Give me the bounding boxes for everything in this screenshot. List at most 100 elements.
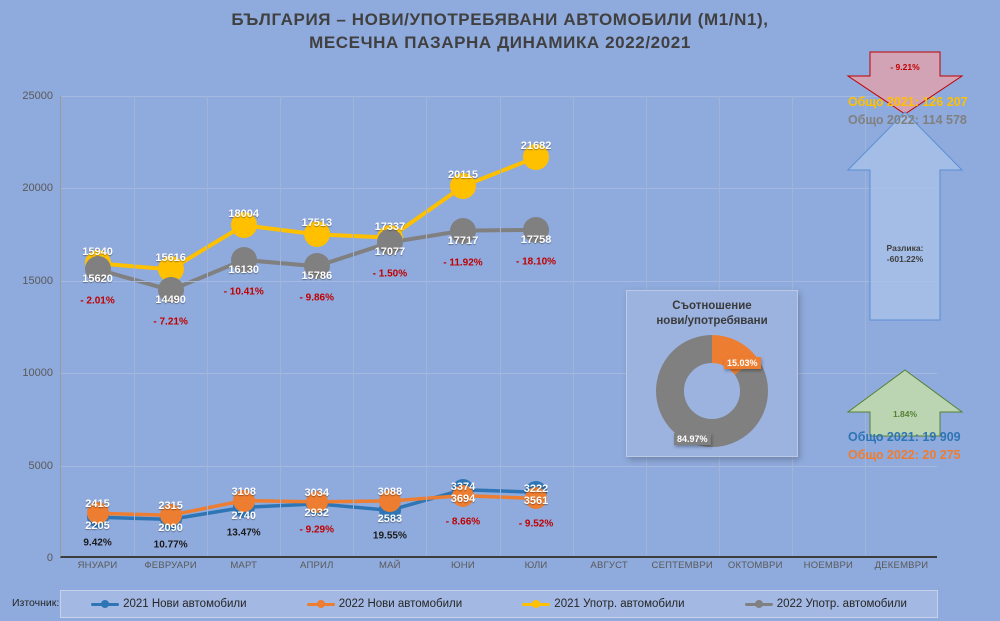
used-cars-pct-annotation: - 7.21% <box>153 316 188 328</box>
legend-label: 2022 Нови автомобили <box>338 598 463 610</box>
gridline <box>61 188 937 190</box>
x-axis-tick-label: АВГУСТ <box>590 560 628 571</box>
gridline <box>61 465 937 467</box>
used-total-2022: Общо 2022: 114 578 <box>848 113 967 127</box>
new-cars-pct-annotation: - 9.52% <box>518 518 554 530</box>
data-point-label: 20115 <box>447 169 478 182</box>
category-divider <box>134 96 136 556</box>
up-arrow-difference <box>846 111 964 321</box>
gridline <box>61 373 937 375</box>
data-point <box>232 489 255 512</box>
donut-label-used: 84.97% <box>674 433 711 445</box>
legend-item-2[interactable]: 2021 Употр. автомобили <box>522 598 685 610</box>
data-point <box>157 277 184 304</box>
legend-item-3[interactable]: 2022 Употр. автомобили <box>744 598 907 610</box>
new-cars-pct-annotation: 9.42% <box>83 537 112 549</box>
used-cars-pct-annotation: - 2.01% <box>80 295 115 307</box>
gridline <box>61 96 937 97</box>
legend-item-0[interactable]: 2021 Нови автомобили <box>91 598 247 610</box>
data-point <box>525 487 548 510</box>
data-point <box>86 502 109 525</box>
data-point-label: 3108 <box>231 485 256 498</box>
data-point-label: 2090 <box>158 522 183 535</box>
data-point-label: 17077 <box>374 246 406 259</box>
legend-item-1[interactable]: 2022 Нови автомобили <box>306 598 463 610</box>
category-divider <box>864 96 866 556</box>
donut-title: Съотношение нови/употребявани <box>627 299 797 329</box>
used-cars-pct-annotation: - 1.50% <box>372 268 408 280</box>
donut-chart-inset: Съотношение нови/употребявани 15.03% 84.… <box>626 290 798 457</box>
x-axis-tick-label: НОЕМВРИ <box>803 560 854 571</box>
chart-legend: 2021 Нови автомобили 2022 Нови автомобили… <box>60 590 938 618</box>
y-axis-tick-label: 20000 <box>22 182 53 195</box>
data-point-label: 16130 <box>228 263 259 276</box>
data-point <box>303 253 330 280</box>
new-total-2021: Общо 2021: 19 909 <box>848 430 961 444</box>
y-axis-tick-label: 10000 <box>22 367 53 380</box>
used-cars-pct-annotation: - 10.41% <box>223 286 264 298</box>
category-divider <box>499 96 501 556</box>
legend-label: 2021 Нови автомобили <box>123 598 247 610</box>
x-axis-tick-label: ФЕВРУАРИ <box>144 560 197 571</box>
data-point-label: 2205 <box>85 520 110 533</box>
data-point <box>303 221 330 248</box>
plot-area: 0 5000 10000 15000 20000 25000 ЯНУАРИ ФЕВРУАРИ М… <box>22 90 937 571</box>
difference-annotation: Разлика: -601.22% <box>887 243 924 265</box>
legend-label: 2022 Употр. автомобили <box>776 598 907 610</box>
data-point-label: 2740 <box>231 510 256 523</box>
donut-title-line-2: нови/употребявани <box>656 315 768 327</box>
category-divider <box>353 96 355 556</box>
donut-graphic: 15.03% 84.97% <box>656 335 768 452</box>
category-divider <box>207 96 209 556</box>
data-point <box>305 490 328 513</box>
data-point-label: 3222 <box>523 483 549 496</box>
legend-marker-icon <box>744 599 773 610</box>
x-axis-tick-label: ОКТОМВРИ <box>727 560 783 571</box>
up-arrow-new <box>846 369 964 437</box>
category-divider <box>572 96 574 556</box>
new-cars-pct-annotation: 13.47% <box>226 527 261 539</box>
x-axis-tick-label: ЮНИ <box>451 560 475 571</box>
data-point <box>449 217 476 244</box>
data-point-label: 15940 <box>82 246 113 259</box>
data-point <box>451 484 474 507</box>
data-point <box>523 144 550 171</box>
difference-label: Разлика: <box>886 243 924 253</box>
legend-label: 2021 Употр. автомобили <box>554 598 685 610</box>
data-point-label: 3034 <box>304 486 330 499</box>
x-axis-tick-label: СЕПТЕМВРИ <box>651 560 713 571</box>
new-cars-pct-annotation: 19.55% <box>372 530 407 542</box>
page-title: БЪЛГАРИЯ – НОВИ/УПОТРЕБЯВАНИ АВТОМОБИЛИ … <box>0 8 1000 54</box>
new-total-2022: Общо 2022: 20 275 <box>848 448 961 462</box>
data-point-label: 3374 <box>450 480 476 493</box>
data-point-label: 15786 <box>301 270 333 283</box>
data-point <box>230 212 257 239</box>
x-axis-tick-label: АПРИЛ <box>300 560 334 571</box>
data-point-label: 17758 <box>520 233 552 246</box>
down-arrow-used <box>846 51 964 115</box>
x-axis-tick-label: МАРТ <box>230 560 258 571</box>
donut-label-new: 15.03% <box>724 357 761 369</box>
x-axis-tick-label: ЮЛИ <box>524 560 548 571</box>
category-divider <box>426 96 428 556</box>
data-point <box>230 246 257 273</box>
data-point <box>376 229 403 256</box>
x-axis-tick-label: ЯНУАРИ <box>77 560 118 571</box>
used-total-2021: Общо 2021: 126 207 <box>848 95 968 109</box>
legend-marker-icon <box>306 599 335 610</box>
data-point-label: 17513 <box>301 217 333 230</box>
data-point <box>449 173 476 200</box>
data-point-label: 18004 <box>228 208 259 221</box>
data-point-label: 15620 <box>82 273 113 286</box>
data-point-label: 3694 <box>450 492 476 505</box>
new-cars-pct-annotation: - 8.66% <box>445 516 481 528</box>
data-point <box>523 216 550 243</box>
legend-marker-icon <box>91 599 120 610</box>
category-divider <box>280 96 282 556</box>
data-point <box>159 504 182 527</box>
data-point-label: 3088 <box>377 485 403 498</box>
new-change-pct: 1.84% <box>892 409 918 419</box>
used-cars-pct-annotation: - 18.10% <box>516 256 557 268</box>
data-point-label: 3561 <box>523 495 549 508</box>
